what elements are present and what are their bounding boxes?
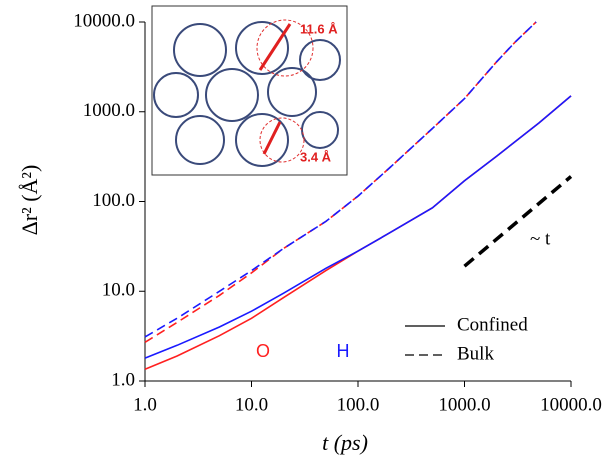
x-tick-label: 10.0 <box>235 394 268 415</box>
inset: 11.6 Å 3.4 Å <box>151 5 348 176</box>
x-tick-label: 1000.0 <box>438 394 490 415</box>
inset-arrow <box>258 23 292 71</box>
data-line <box>144 95 572 359</box>
inset-structure <box>153 21 341 167</box>
inset-label: 3.4 Å <box>300 149 332 164</box>
legend-label: Bulk <box>457 343 494 364</box>
legend-label: H <box>337 341 350 361</box>
x-axis-label: t (ps) <box>322 430 368 455</box>
y-axis-label: Δr² (Å²) <box>17 165 42 236</box>
y-tick-label: 10000.0 <box>73 10 135 31</box>
y-tick-label: 10.0 <box>102 280 135 301</box>
legend-label: Confined <box>457 314 528 335</box>
x-tick-label: 100.0 <box>337 394 380 415</box>
reference-line <box>463 175 573 268</box>
inset-pore <box>259 117 305 163</box>
y-tick-label: 1.0 <box>111 369 135 390</box>
data-line <box>144 21 537 338</box>
x-tick-label: 10000.0 <box>540 394 602 415</box>
legend-label: O <box>256 341 270 361</box>
x-tick-label: 1.0 <box>133 394 157 415</box>
reference-label: ~ t <box>530 228 551 249</box>
inset-arrow <box>262 121 282 155</box>
y-tick-label: 1000.0 <box>83 100 135 121</box>
inset-label: 11.6 Å <box>300 21 338 36</box>
y-tick-label: 100.0 <box>92 190 135 211</box>
inset-pore <box>256 19 314 77</box>
